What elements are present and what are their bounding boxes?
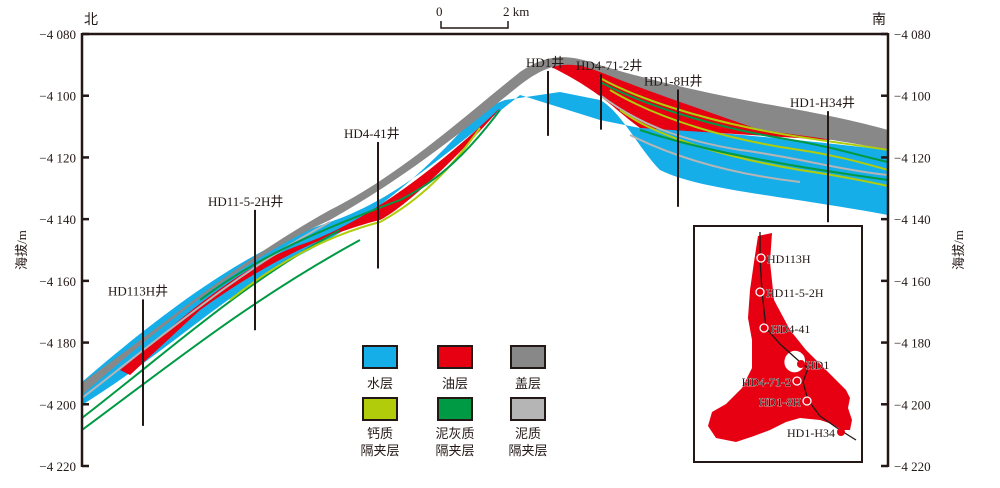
calcareous-interlayer-line: [609, 89, 889, 171]
inset-well-label: HD4-41: [771, 322, 810, 336]
inset-well-marker: [759, 323, 769, 333]
right-tick-label: −4 200: [894, 397, 931, 412]
legend-swatch: [510, 345, 546, 369]
inset-well-marker: [837, 428, 845, 436]
scale-bar-line: [440, 21, 509, 29]
marl-interlayer-line: [81, 239, 361, 431]
marl-interlayer-line: [599, 81, 889, 163]
right-axis-title: 海拔/m: [951, 230, 966, 270]
well-label: HD113H井: [108, 283, 168, 298]
legend-swatch: [362, 397, 398, 421]
left-tick-label: −4 120: [39, 150, 76, 165]
right-tick-label: −4 220: [894, 459, 931, 474]
legend-label-line2: 隔夹层: [360, 443, 399, 458]
well-label: HD11-5-2H井: [208, 194, 283, 209]
water-layer-body: [82, 92, 888, 405]
right-tick-label: −4 140: [894, 212, 931, 227]
well-label: HD4-71-2井: [576, 58, 642, 73]
inset-well-marker: [756, 253, 766, 263]
right-tick-label: −4 080: [894, 27, 931, 42]
legend-label-line2: 隔夹层: [508, 443, 547, 458]
inset-field-outline: [708, 233, 852, 442]
marl-interlayer-line: [81, 229, 341, 419]
left-axis-ticks: −4 080 −4 100 −4 120 −4 140 −4 160 −4 180 −4 2…: [39, 27, 89, 474]
inset-well-label: HD1-H34: [787, 426, 835, 440]
legend-label: 盖层: [515, 376, 541, 391]
marl-interlayer-line: [199, 109, 501, 301]
strata-layers: [82, 57, 888, 405]
legend-label-line1: 钙质: [367, 426, 393, 441]
mud-interlayer-line: [599, 94, 889, 176]
mud-interlayer-line: [81, 221, 331, 399]
inset-wells: HD113H HD11-5-2H HD4-41 HD1 HD4-71-2 HD1-8H HD…: [741, 252, 845, 440]
north-label: 北: [84, 12, 98, 28]
calcareous-interlayer-line: [599, 77, 889, 151]
left-tick-label: −4 160: [39, 274, 76, 289]
left-axis-title: 海拔/m: [14, 230, 29, 270]
right-tick-label: −4 100: [894, 89, 931, 104]
inset-well-label: HD11-5-2H: [766, 286, 824, 300]
axes: [80, 32, 890, 467]
left-tick-label: −4 180: [39, 336, 76, 351]
left-tick-label: −4 220: [39, 459, 76, 474]
oil-zone-north: [120, 108, 500, 375]
legend-label-line1: 泥质: [515, 426, 541, 441]
right-tick-label: −4 160: [894, 274, 931, 289]
legend-swatch: [437, 397, 473, 421]
inset-map: HD113H HD11-5-2H HD4-41 HD1 HD4-71-2 HD1-8H HD…: [693, 225, 863, 463]
inset-well-marker: [792, 376, 802, 386]
legend-swatch: [437, 345, 473, 369]
inset-well-label: HD113H: [767, 252, 811, 266]
inset-well-marker: [797, 360, 805, 368]
south-label: 南: [872, 12, 886, 28]
calcareous-interlayer-line: [619, 109, 889, 187]
inset-well-marker: [802, 396, 812, 406]
inset-well-label: HD1-8H: [759, 395, 801, 409]
legend-label: 油层: [442, 376, 468, 391]
well-label: HD1井: [526, 55, 564, 70]
inset-well-marker: [755, 287, 765, 297]
left-tick-label: −4 100: [39, 89, 76, 104]
legend-label: 水层: [367, 376, 393, 391]
legend-label-line1: 泥灰质: [435, 426, 474, 441]
right-axis-ticks: −4 080 −4 100 −4 120 −4 140 −4 160 −4 180 −4 2…: [881, 27, 931, 474]
inset-well-label: HD1: [806, 358, 829, 372]
left-tick-label: −4 200: [39, 397, 76, 412]
left-tick-label: −4 080: [39, 27, 76, 42]
right-tick-label: −4 180: [894, 336, 931, 351]
scale-bar: 0 2 km: [436, 4, 529, 29]
interlayers: [81, 77, 889, 431]
well-label: HD4-41井: [344, 126, 400, 141]
well-label: HD1-8H井: [644, 74, 703, 89]
scale-bar-start: 0: [436, 4, 443, 19]
scale-bar-end: 2 km: [503, 4, 529, 19]
right-tick-label: −4 120: [894, 150, 931, 165]
well-label: HD1-H34井: [790, 95, 855, 110]
marl-interlayer-line: [639, 129, 889, 181]
inset-well-label: HD4-71-2: [742, 375, 791, 389]
legend-swatch: [510, 397, 546, 421]
legend-label-line2: 隔夹层: [435, 443, 474, 458]
legend-swatch: [362, 345, 398, 369]
mud-interlayer-line: [629, 134, 801, 183]
left-tick-label: −4 140: [39, 212, 76, 227]
